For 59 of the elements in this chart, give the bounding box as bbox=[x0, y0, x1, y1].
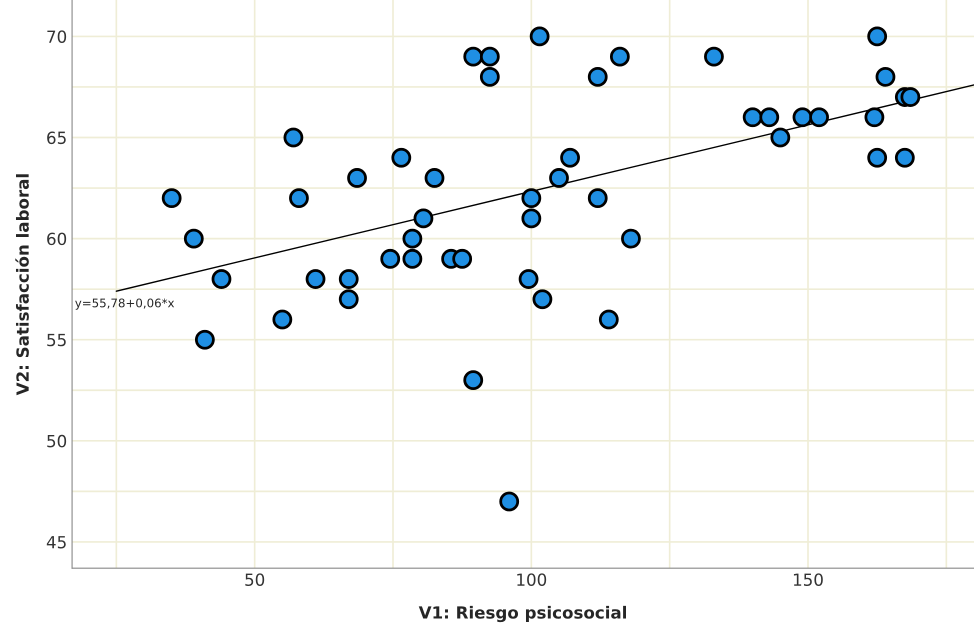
point bbox=[306, 269, 326, 289]
point bbox=[588, 188, 608, 208]
point bbox=[284, 128, 304, 148]
x-axis-title: V1: Riesgo psicosocial bbox=[418, 606, 626, 622]
point bbox=[876, 66, 896, 87]
point bbox=[162, 188, 182, 208]
point bbox=[521, 188, 542, 208]
point bbox=[588, 66, 608, 87]
point bbox=[792, 107, 812, 128]
point bbox=[347, 168, 367, 188]
point bbox=[391, 148, 412, 168]
point bbox=[532, 289, 552, 310]
y-tick-label: 50 bbox=[47, 434, 66, 448]
point bbox=[867, 26, 888, 46]
y-tick-label: 60 bbox=[47, 232, 66, 246]
point bbox=[521, 208, 542, 228]
point bbox=[499, 492, 520, 512]
point bbox=[560, 148, 580, 168]
y-tick-label: 70 bbox=[47, 30, 66, 43]
point bbox=[809, 107, 829, 128]
point bbox=[424, 168, 444, 188]
point bbox=[549, 168, 569, 188]
point bbox=[402, 248, 422, 269]
point bbox=[759, 107, 780, 128]
point bbox=[867, 148, 888, 168]
point bbox=[704, 46, 724, 67]
y-axis-title: V2: Satisfacción laboral bbox=[15, 174, 29, 396]
annotation: y=55,78+0,06*x bbox=[75, 298, 174, 310]
point bbox=[289, 188, 309, 208]
point bbox=[742, 107, 763, 128]
point bbox=[184, 228, 204, 248]
point bbox=[414, 208, 434, 228]
point bbox=[900, 87, 920, 107]
point bbox=[518, 269, 538, 289]
x-tick-label: 100 bbox=[517, 573, 546, 586]
x-tick-label: 50 bbox=[245, 573, 264, 586]
point bbox=[380, 248, 400, 269]
point bbox=[610, 46, 630, 67]
point bbox=[194, 330, 215, 350]
point bbox=[402, 228, 422, 248]
point bbox=[338, 289, 359, 310]
point bbox=[480, 66, 500, 87]
point bbox=[530, 26, 550, 46]
point bbox=[894, 148, 915, 168]
point bbox=[598, 310, 619, 330]
point bbox=[621, 228, 641, 248]
point bbox=[463, 46, 484, 67]
point bbox=[452, 248, 472, 269]
y-tick-label: 55 bbox=[47, 334, 66, 346]
point bbox=[212, 269, 232, 289]
point bbox=[864, 107, 884, 128]
y-tick-label: 45 bbox=[46, 536, 66, 548]
point bbox=[338, 269, 359, 289]
point bbox=[480, 46, 500, 67]
x-tick-label: 150 bbox=[794, 573, 823, 586]
y-tick-label: 65 bbox=[47, 131, 66, 144]
point bbox=[770, 128, 790, 148]
point bbox=[272, 310, 292, 330]
point bbox=[463, 370, 484, 390]
